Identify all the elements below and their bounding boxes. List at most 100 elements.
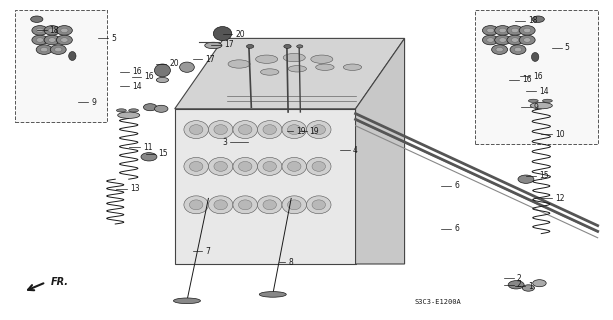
Ellipse shape [532, 16, 544, 22]
Ellipse shape [189, 125, 203, 134]
Ellipse shape [263, 125, 276, 134]
Ellipse shape [257, 121, 282, 139]
Ellipse shape [233, 157, 257, 175]
Ellipse shape [44, 35, 60, 45]
Ellipse shape [173, 298, 200, 304]
Ellipse shape [118, 112, 140, 118]
Ellipse shape [519, 26, 535, 35]
Ellipse shape [208, 157, 233, 175]
Text: 16: 16 [144, 72, 154, 81]
Text: 17: 17 [205, 55, 215, 64]
Ellipse shape [495, 26, 511, 35]
Ellipse shape [36, 45, 52, 54]
Text: 18: 18 [50, 26, 59, 35]
Text: 20: 20 [235, 30, 245, 39]
Text: 19: 19 [310, 127, 319, 136]
Ellipse shape [287, 125, 301, 134]
Ellipse shape [499, 28, 506, 33]
Ellipse shape [499, 38, 506, 42]
Bar [175, 109, 356, 264]
Ellipse shape [55, 47, 62, 52]
Ellipse shape [283, 53, 305, 62]
Ellipse shape [511, 28, 519, 33]
Ellipse shape [214, 125, 227, 134]
Polygon shape [356, 38, 405, 264]
Text: 2: 2 [517, 274, 522, 283]
Ellipse shape [214, 200, 227, 210]
Ellipse shape [213, 27, 232, 41]
Ellipse shape [287, 200, 301, 210]
Ellipse shape [482, 26, 498, 35]
Ellipse shape [44, 26, 60, 35]
Bar [475, 10, 598, 144]
Ellipse shape [524, 38, 531, 42]
Ellipse shape [524, 28, 531, 33]
Ellipse shape [48, 28, 56, 33]
Text: 14: 14 [132, 82, 142, 91]
Text: 6: 6 [454, 224, 459, 233]
Text: 6: 6 [454, 181, 459, 190]
Text: 8: 8 [288, 258, 293, 267]
Text: 2: 2 [517, 280, 522, 289]
Ellipse shape [143, 104, 157, 111]
Text: 16: 16 [132, 68, 142, 76]
Ellipse shape [543, 99, 552, 102]
Ellipse shape [189, 162, 203, 171]
Ellipse shape [263, 200, 276, 210]
Ellipse shape [129, 109, 139, 112]
Ellipse shape [246, 44, 254, 48]
Ellipse shape [495, 35, 511, 45]
Ellipse shape [50, 45, 66, 54]
Text: 11: 11 [143, 143, 152, 152]
Ellipse shape [514, 47, 522, 52]
Ellipse shape [282, 121, 306, 139]
Text: 9: 9 [534, 103, 539, 112]
Ellipse shape [297, 45, 303, 48]
Ellipse shape [533, 280, 546, 287]
Ellipse shape [257, 196, 282, 214]
Text: 4: 4 [353, 146, 358, 155]
Ellipse shape [228, 60, 250, 68]
Ellipse shape [184, 157, 208, 175]
Ellipse shape [141, 153, 157, 161]
Ellipse shape [287, 162, 301, 171]
Text: 10: 10 [555, 130, 565, 139]
Ellipse shape [116, 109, 126, 112]
Text: 15: 15 [539, 172, 549, 180]
Text: 5: 5 [111, 34, 116, 43]
Ellipse shape [531, 52, 539, 61]
Ellipse shape [284, 44, 291, 48]
Ellipse shape [528, 99, 538, 102]
Ellipse shape [180, 62, 194, 72]
Ellipse shape [154, 105, 168, 112]
Text: 14: 14 [539, 87, 549, 96]
Text: 16: 16 [522, 76, 532, 84]
Ellipse shape [530, 102, 552, 109]
Ellipse shape [312, 162, 326, 171]
Ellipse shape [154, 64, 170, 77]
Ellipse shape [510, 45, 526, 54]
Ellipse shape [69, 52, 76, 60]
Ellipse shape [184, 121, 208, 139]
Text: 12: 12 [555, 194, 564, 203]
Text: 7: 7 [205, 247, 210, 256]
Ellipse shape [208, 121, 233, 139]
Text: 13: 13 [130, 184, 140, 193]
Ellipse shape [238, 200, 252, 210]
Text: FR.: FR. [51, 276, 69, 287]
Ellipse shape [257, 157, 282, 175]
Text: 3: 3 [222, 138, 227, 147]
Ellipse shape [518, 175, 534, 183]
Ellipse shape [306, 121, 331, 139]
Ellipse shape [238, 125, 252, 134]
Text: S3C3-E1200A: S3C3-E1200A [415, 300, 462, 305]
Ellipse shape [56, 26, 72, 35]
Ellipse shape [282, 196, 306, 214]
Ellipse shape [48, 38, 56, 42]
Ellipse shape [507, 26, 523, 35]
Text: 20: 20 [169, 60, 179, 68]
Ellipse shape [56, 35, 72, 45]
Ellipse shape [522, 285, 535, 291]
Text: 17: 17 [224, 40, 234, 49]
Ellipse shape [36, 38, 44, 42]
